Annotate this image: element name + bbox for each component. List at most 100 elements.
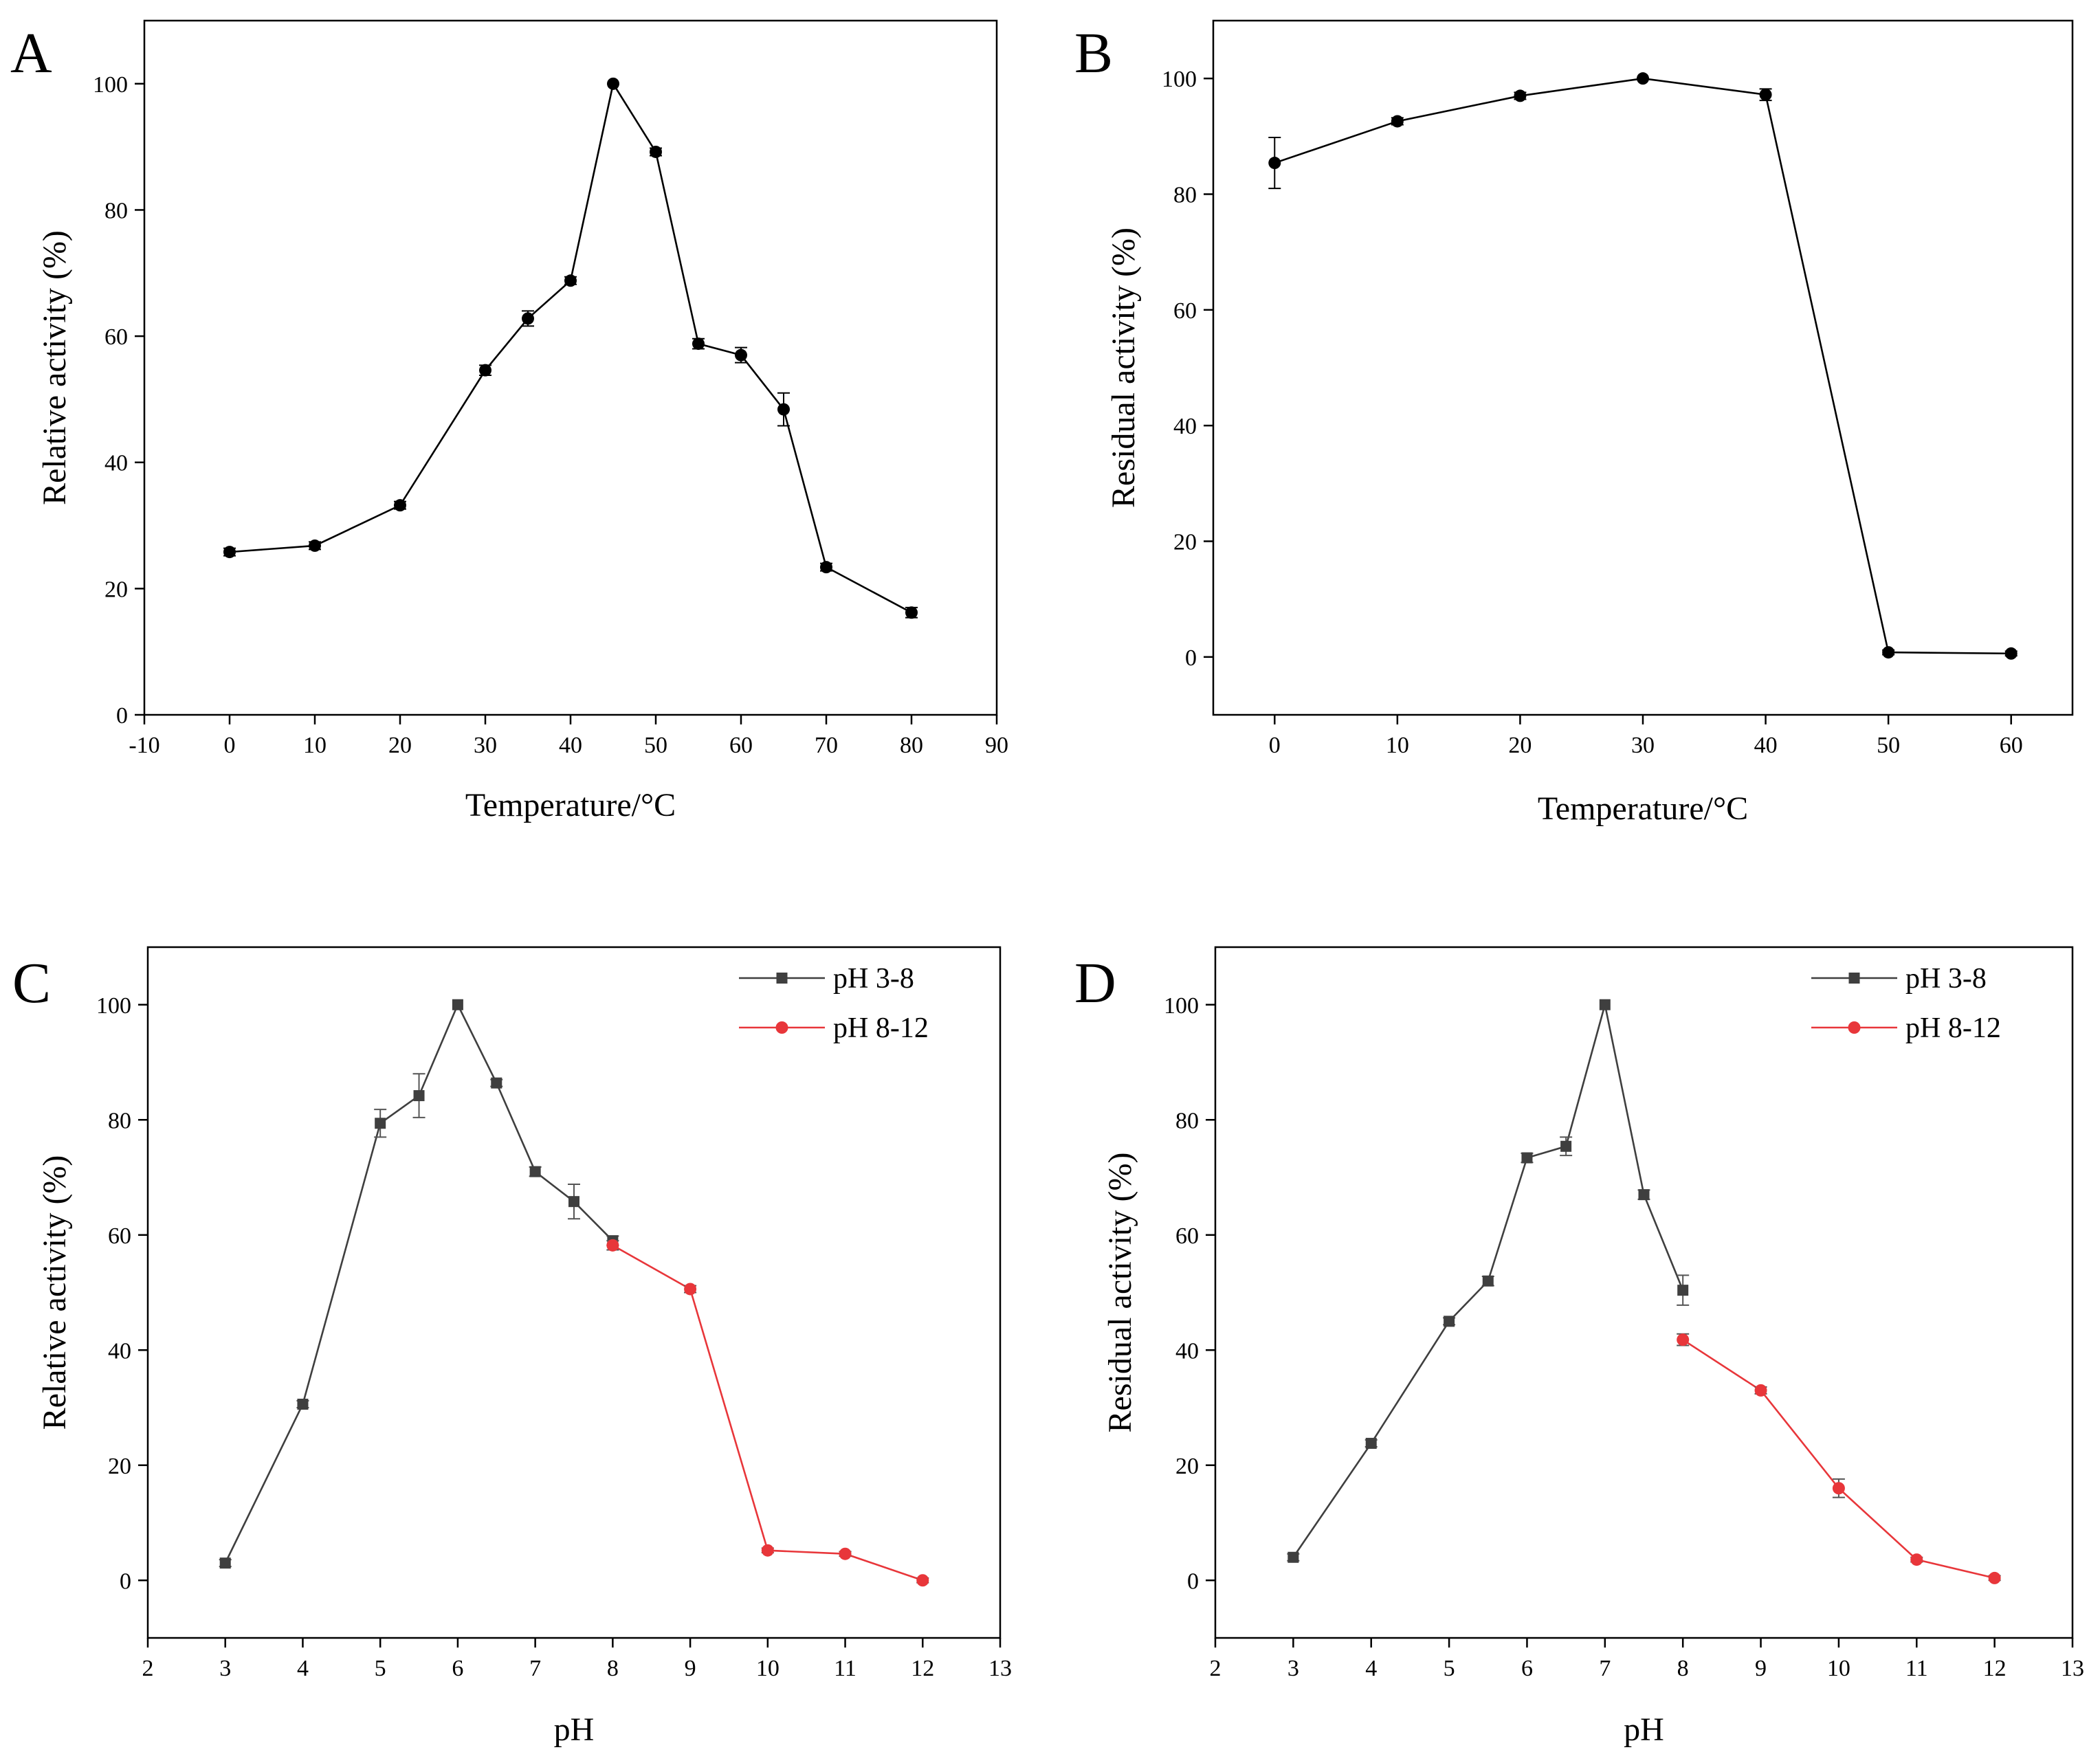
data-point-c	[297, 1398, 309, 1410]
data-point-b	[1268, 157, 1281, 170]
data-point-b	[1637, 72, 1649, 85]
y-tick-label-c: 100	[96, 993, 131, 1019]
legend-marker-c-0	[776, 973, 788, 984]
y-axis-title-d: Residual activity (%)	[1102, 1153, 1138, 1433]
plot-frame-b	[1212, 19, 2074, 716]
x-tick-label-b: 50	[1877, 733, 1900, 758]
legend-label-c-0: pH 3-8	[833, 963, 914, 995]
data-point-a	[905, 606, 918, 619]
data-point-c	[684, 1283, 697, 1296]
series-c-0	[219, 999, 619, 1569]
x-tick-label-a: 10	[303, 733, 327, 758]
data-point-d	[1287, 1551, 1299, 1563]
plot-frame-c	[146, 946, 1002, 1639]
data-point-c	[606, 1239, 619, 1252]
data-point-a	[522, 312, 534, 325]
x-tick-label-c: 8	[607, 1656, 619, 1681]
y-tick-label-c: 0	[120, 1568, 131, 1594]
y-tick-label-a: 100	[93, 72, 128, 98]
x-tick-label-c: 4	[297, 1656, 309, 1681]
x-axis-title-c: pH	[554, 1711, 595, 1748]
data-point-d	[1560, 1140, 1572, 1152]
x-tick-label-b: 20	[1508, 733, 1532, 758]
x-tick-label-c: 10	[756, 1656, 780, 1681]
legend-marker-d-1	[1848, 1021, 1861, 1034]
x-tick-label-c: 7	[529, 1656, 541, 1681]
y-axis-title-b: Residual activity (%)	[1105, 228, 1142, 508]
data-point-a	[607, 77, 619, 90]
series-a-0	[223, 77, 918, 619]
series-b-0	[1268, 72, 2018, 660]
y-tick-label-d: 20	[1175, 1454, 1199, 1479]
data-point-c	[839, 1547, 852, 1560]
data-point-c	[568, 1196, 579, 1208]
x-tick-label-c: 12	[911, 1656, 934, 1681]
data-point-a	[564, 274, 577, 287]
y-tick-label-a: 80	[104, 198, 128, 223]
data-point-c	[452, 999, 463, 1010]
legend-marker-c-1	[775, 1021, 788, 1034]
data-point-a	[223, 546, 236, 559]
series-line-b-0	[1274, 77, 2011, 655]
x-tick-label-c: 6	[452, 1656, 463, 1681]
y-tick-label-b: 100	[1162, 67, 1197, 92]
x-tick-label-a: 30	[474, 733, 497, 758]
data-point-c	[916, 1574, 929, 1587]
x-tick-label-d: 12	[1983, 1656, 2007, 1681]
x-tick-label-a: 60	[729, 733, 753, 758]
chart-panel-a: A-10 0 10 20 30 40 50 60 70 80 90020406080100Tempe…	[10, 19, 1008, 823]
x-tick-label-b: 10	[1386, 733, 1409, 758]
y-tick-label-d: 60	[1175, 1223, 1199, 1249]
panel-letter-c: C	[12, 951, 51, 1015]
data-point-c	[491, 1077, 502, 1089]
y-tick-label-b: 60	[1173, 298, 1197, 324]
y-tick-label-d: 0	[1187, 1568, 1199, 1594]
data-point-a	[777, 403, 790, 416]
legend-label-d-1: pH 8-12	[1905, 1012, 2001, 1044]
data-point-b	[1391, 115, 1404, 128]
series-line-a-0	[229, 81, 912, 614]
x-tick-label-b: 40	[1754, 733, 1778, 758]
x-tick-label-c: 2	[142, 1656, 154, 1681]
data-point-d	[1832, 1482, 1845, 1495]
y-tick-label-b: 0	[1185, 645, 1197, 671]
x-tick-label-b: 60	[2000, 733, 2023, 758]
x-tick-label-c: 9	[685, 1656, 696, 1681]
y-tick-label-a: 20	[104, 577, 128, 602]
data-point-d	[1910, 1553, 1923, 1566]
y-axis-title-a: Relative activity (%)	[36, 230, 73, 505]
y-tick-label-a: 60	[104, 324, 128, 350]
legend-d: pH 3-8 pH 8-12	[1811, 963, 2001, 1044]
data-point-a	[394, 499, 406, 512]
x-tick-label-a: 0	[224, 733, 236, 758]
data-point-a	[692, 337, 705, 351]
x-tick-label-d: 7	[1599, 1656, 1611, 1681]
series-c-1	[606, 1239, 929, 1587]
y-tick-label-d: 100	[1164, 993, 1199, 1019]
data-point-d	[1677, 1285, 1689, 1296]
x-tick-label-d: 5	[1444, 1656, 1455, 1681]
panel-letter-a: A	[10, 21, 52, 85]
data-point-b	[1514, 89, 1527, 102]
data-point-c	[375, 1118, 386, 1129]
data-point-a	[479, 364, 491, 377]
y-tick-label-a: 0	[116, 703, 128, 729]
x-axis-title-d: pH	[1624, 1711, 1664, 1748]
y-tick-label-b: 20	[1173, 530, 1197, 555]
x-tick-label-a: 70	[815, 733, 838, 758]
data-point-b	[1759, 88, 1772, 101]
data-point-d	[1599, 999, 1611, 1010]
x-tick-label-a: 20	[388, 733, 412, 758]
x-tick-label-a: 80	[900, 733, 923, 758]
y-tick-label-c: 40	[108, 1338, 131, 1364]
data-point-d	[1638, 1189, 1650, 1201]
data-point-a	[735, 348, 747, 362]
data-point-d	[1754, 1384, 1767, 1397]
x-tick-label-b: 0	[1269, 733, 1281, 758]
chart-panel-b: B 0 10 20 30 40 50 60 0 20 40 60 80 100 Temperature/°C…	[1074, 19, 2074, 827]
data-point-c	[219, 1557, 231, 1569]
x-tick-label-c: 3	[219, 1656, 231, 1681]
data-point-d	[1521, 1152, 1533, 1164]
x-tick-label-c: 11	[834, 1656, 856, 1681]
